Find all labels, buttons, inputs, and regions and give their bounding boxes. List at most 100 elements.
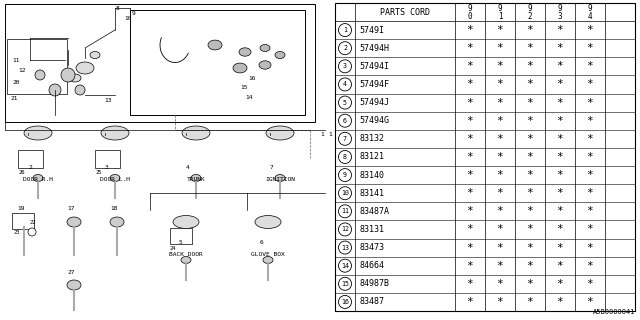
Text: 83487: 83487 (359, 297, 384, 307)
Text: *: * (497, 98, 504, 108)
Text: *: * (467, 206, 474, 216)
Text: *: * (557, 261, 563, 271)
Text: 57494I: 57494I (359, 62, 389, 71)
Text: *: * (497, 297, 504, 307)
Text: 10: 10 (341, 190, 349, 196)
Text: 7: 7 (343, 136, 347, 142)
Text: 4: 4 (186, 164, 190, 170)
Text: A5B0000041: A5B0000041 (593, 309, 635, 315)
Text: *: * (557, 206, 563, 216)
Text: TRUNK: TRUNK (187, 177, 205, 182)
Text: *: * (527, 261, 533, 271)
Circle shape (28, 228, 36, 236)
Text: BACK DOOR: BACK DOOR (169, 252, 203, 257)
Text: 15: 15 (240, 84, 248, 90)
Circle shape (339, 295, 351, 308)
Text: 57494G: 57494G (359, 116, 389, 125)
Text: 14: 14 (341, 263, 349, 269)
Ellipse shape (208, 40, 222, 50)
Text: 26: 26 (19, 170, 26, 174)
Text: 18: 18 (110, 205, 118, 211)
Text: 2: 2 (528, 12, 532, 20)
Text: *: * (527, 43, 533, 53)
Ellipse shape (33, 174, 43, 181)
Text: 21: 21 (10, 95, 17, 100)
Text: *: * (467, 134, 474, 144)
Text: 9: 9 (132, 11, 136, 15)
Text: 13: 13 (341, 244, 349, 251)
Text: 22: 22 (30, 220, 36, 225)
Text: 16: 16 (341, 299, 349, 305)
Bar (12, 213, 34, 229)
Ellipse shape (90, 52, 100, 59)
Text: 11: 11 (341, 208, 349, 214)
Text: *: * (527, 25, 533, 35)
Text: 83132: 83132 (359, 134, 384, 143)
Text: *: * (467, 61, 474, 71)
Text: *: * (587, 188, 593, 198)
Text: 15: 15 (341, 281, 349, 287)
Text: *: * (527, 243, 533, 252)
Text: *: * (527, 206, 533, 216)
Bar (18, 150, 43, 168)
Text: 57494H: 57494H (359, 44, 389, 53)
Ellipse shape (239, 48, 251, 56)
Text: 13: 13 (104, 98, 111, 102)
Text: 27: 27 (67, 269, 74, 275)
Circle shape (339, 187, 351, 200)
Text: 83141: 83141 (359, 189, 384, 198)
Text: 84987B: 84987B (359, 279, 389, 288)
Circle shape (339, 150, 351, 164)
Ellipse shape (275, 52, 285, 59)
Text: *: * (587, 61, 593, 71)
Text: 11: 11 (12, 58, 19, 62)
Text: 4: 4 (588, 12, 592, 20)
Ellipse shape (69, 74, 81, 82)
Text: *: * (527, 170, 533, 180)
Text: *: * (467, 79, 474, 89)
Text: *: * (587, 243, 593, 252)
Text: 83140: 83140 (359, 171, 384, 180)
Text: 19: 19 (17, 205, 24, 211)
Text: 9: 9 (557, 4, 563, 13)
Circle shape (339, 42, 351, 55)
Text: 57494F: 57494F (359, 80, 389, 89)
Text: 1: 1 (320, 132, 324, 137)
Text: *: * (587, 261, 593, 271)
Text: 5: 5 (178, 239, 182, 244)
Text: *: * (467, 43, 474, 53)
Ellipse shape (67, 217, 81, 227)
Text: *: * (557, 43, 563, 53)
Text: *: * (557, 25, 563, 35)
Text: 4: 4 (343, 81, 347, 87)
Text: 12: 12 (341, 227, 349, 232)
Text: *: * (587, 98, 593, 108)
Ellipse shape (260, 44, 270, 52)
Text: *: * (557, 279, 563, 289)
Ellipse shape (259, 61, 271, 69)
Text: 3: 3 (343, 63, 347, 69)
Text: *: * (497, 25, 504, 35)
Text: *: * (497, 206, 504, 216)
Text: *: * (587, 43, 593, 53)
Text: 9: 9 (498, 4, 502, 13)
Text: *: * (497, 188, 504, 198)
Text: 83131: 83131 (359, 225, 384, 234)
Text: *: * (527, 188, 533, 198)
Circle shape (339, 96, 351, 109)
Text: 9: 9 (343, 172, 347, 178)
Ellipse shape (275, 174, 285, 181)
Text: *: * (467, 297, 474, 307)
Text: *: * (497, 61, 504, 71)
Ellipse shape (110, 174, 120, 181)
Text: 1: 1 (343, 27, 347, 33)
Text: *: * (557, 98, 563, 108)
Text: 9: 9 (528, 4, 532, 13)
Text: *: * (497, 170, 504, 180)
Text: *: * (527, 79, 533, 89)
Text: 17: 17 (67, 205, 74, 211)
Text: *: * (557, 170, 563, 180)
Text: *: * (527, 152, 533, 162)
Text: *: * (497, 134, 504, 144)
Text: *: * (497, 152, 504, 162)
